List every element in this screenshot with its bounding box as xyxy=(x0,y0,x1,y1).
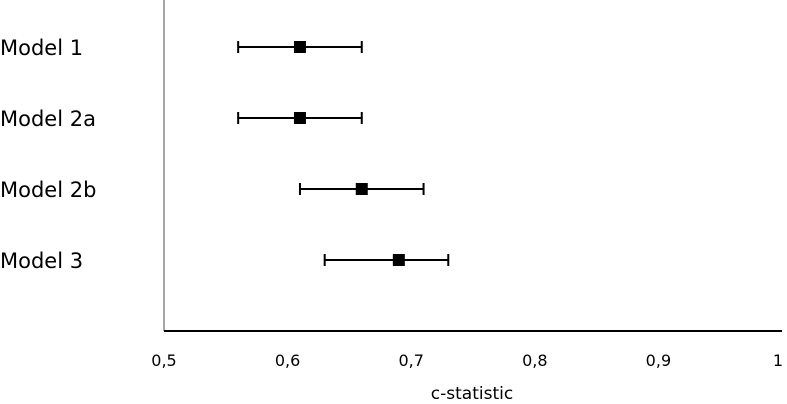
x-tick-label: 1 xyxy=(773,351,783,370)
model-label: Model 2b xyxy=(0,178,96,202)
x-tick-labels: 0,5 0,6 0,7 0,8 0,9 1 xyxy=(151,351,783,370)
x-tick-label: 0,9 xyxy=(646,351,671,370)
x-tick-label: 0,6 xyxy=(275,351,300,370)
model-labels: Model 1 Model 2a Model 2b Model 3 xyxy=(0,36,96,273)
model-label: Model 1 xyxy=(0,36,83,60)
x-axis-title: c-statistic xyxy=(431,384,513,404)
x-tick-label: 0,8 xyxy=(522,351,547,370)
point-estimate-marker xyxy=(293,112,306,124)
error-bars xyxy=(237,41,450,266)
point-estimate-marker xyxy=(355,183,368,195)
x-tick-label: 0,5 xyxy=(151,351,176,370)
point-estimate-marker xyxy=(392,254,405,266)
model-label: Model 2a xyxy=(0,107,96,131)
point-estimates xyxy=(293,41,405,266)
model-label: Model 3 xyxy=(0,249,83,273)
point-estimate-marker xyxy=(293,41,306,53)
x-tick-label: 0,7 xyxy=(398,351,423,370)
